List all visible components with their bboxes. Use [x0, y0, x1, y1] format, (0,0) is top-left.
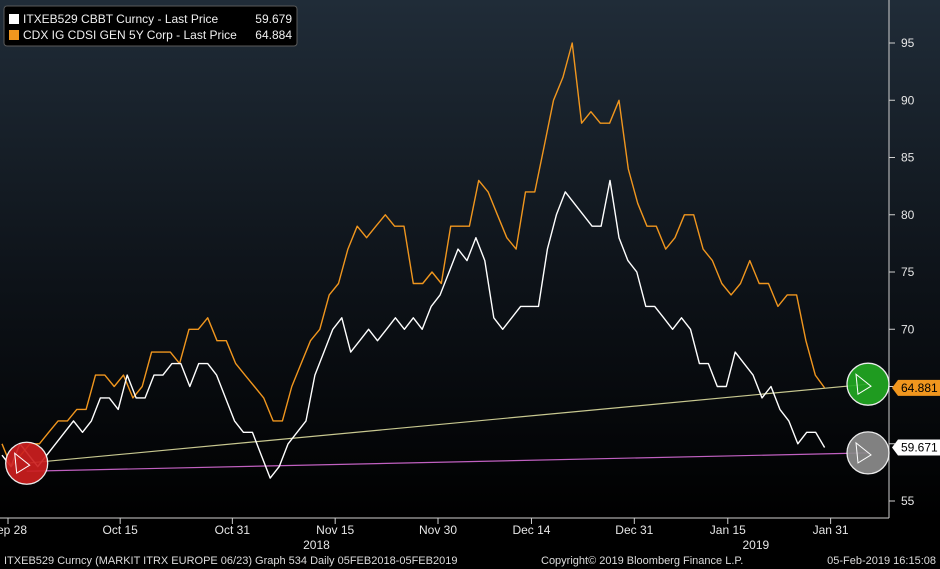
year-label: 2019: [742, 538, 769, 552]
x-tick-label: Dec 31: [615, 523, 653, 537]
footer-background: [0, 548, 940, 569]
legend-swatch: [9, 14, 19, 24]
trend-lines: [26, 383, 869, 472]
y-tick-label: 85: [901, 151, 915, 165]
legend-entry: ITXEB529 CBBT Curncy - Last Price: [23, 12, 219, 26]
badge-shape: [892, 439, 940, 456]
legend-value: 59.679: [255, 12, 292, 26]
badge-shape: [892, 379, 940, 396]
footer-right: 05-Feb-2019 16:15:08: [827, 555, 936, 567]
y-tick-label: 95: [901, 36, 915, 50]
legend-swatch: [9, 30, 19, 40]
footer: ITXEB529 Curncy (MARKIT ITRX EUROPE 06/2…: [4, 555, 936, 567]
last-value-badges: 64.881 59.671: [892, 379, 940, 456]
footer-center: Copyright© 2019 Bloomberg Finance L.P.: [541, 555, 743, 567]
year-label: 2018: [303, 538, 330, 552]
badge-value: 59.671: [901, 441, 938, 455]
legend: ITXEB529 CBBT Curncy - Last Price 59.679 C…: [3, 5, 298, 47]
plot-background: [0, 0, 940, 520]
y-tick-label: 75: [901, 265, 915, 279]
x-tick-label: Dec 14: [512, 523, 550, 537]
x-tick-label: Oct 15: [102, 523, 138, 537]
footer-left: ITXEB529 Curncy (MARKIT ITRX EUROPE 06/2…: [4, 555, 457, 567]
last-value-badge: 64.881: [892, 379, 940, 396]
y-tick-label: 80: [901, 208, 915, 222]
trend-line: [26, 383, 869, 464]
marker-arrow: [855, 441, 872, 464]
y-tick-label: 90: [901, 93, 915, 107]
series-line-itraxx: [1, 179, 826, 479]
series-lines: [1, 42, 826, 479]
x-tick-label: Nov 15: [316, 523, 354, 537]
series-line-cdx: [1, 42, 826, 468]
marker-arrow: [14, 452, 31, 475]
x-tick-label: Jan 15: [710, 523, 746, 537]
legend-value: 64.884: [255, 28, 292, 42]
x-tick-label: Nov 30: [419, 523, 457, 537]
markers: [5, 362, 890, 485]
last-value-badge: 59.671: [892, 439, 940, 456]
x-tick-label: Jan 31: [813, 523, 849, 537]
y-tick-label: 55: [901, 494, 915, 508]
legend-box: [3, 5, 298, 47]
x-tick-label: Sep 28: [0, 523, 27, 537]
x-tick-label: Oct 31: [215, 523, 251, 537]
legend-entry: CDX IG CDSI GEN 5Y Corp - Last Price: [23, 28, 237, 42]
badge-value: 64.881: [901, 381, 938, 395]
marker-arrow: [855, 373, 872, 396]
trend-line: [26, 452, 869, 472]
y-tick-label: 70: [901, 322, 915, 336]
